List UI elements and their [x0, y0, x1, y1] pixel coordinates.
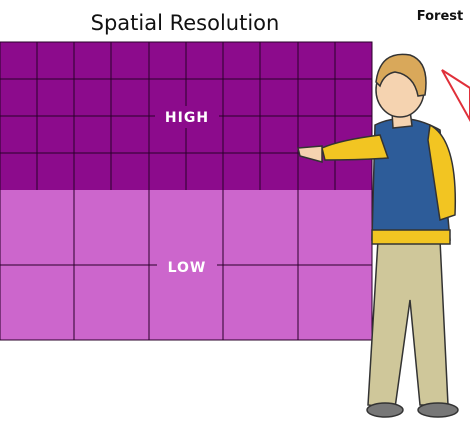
page: Spatial Resolution Forest HIGH LOW: [0, 0, 470, 428]
high-label: HIGH: [165, 110, 209, 126]
illustration: Spatial Resolution Forest HIGH LOW: [0, 0, 470, 428]
speech-pointer: [442, 70, 470, 120]
title: Spatial Resolution: [91, 11, 280, 35]
forest-label: Forest: [417, 9, 463, 24]
low-label: LOW: [168, 260, 207, 276]
